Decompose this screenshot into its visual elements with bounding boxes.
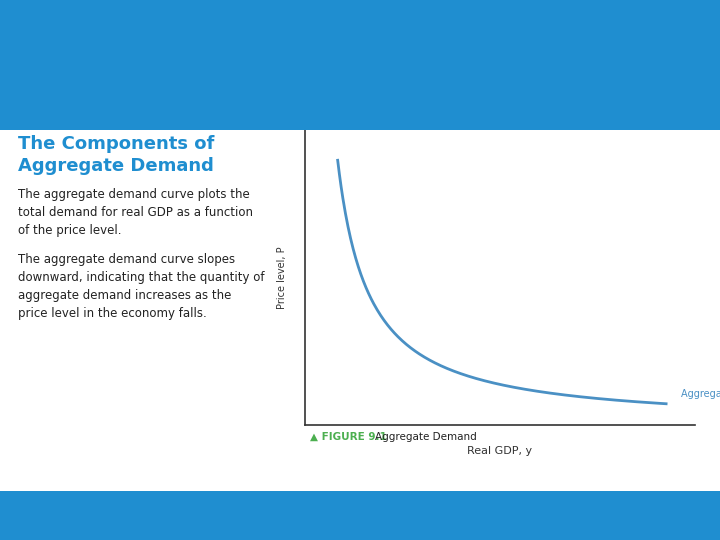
- Text: The aggregate demand curve plots the
total demand for real GDP as a function
of : The aggregate demand curve plots the tot…: [18, 188, 253, 237]
- Text: (2 of 10): (2 of 10): [136, 63, 213, 81]
- Text: PEARSON: PEARSON: [606, 495, 702, 513]
- Text: Aggregate Demand: Aggregate Demand: [18, 157, 214, 175]
- Text: Copyright © 2017, 2015, 2012 Pearson Education, Inc. All Rights Reserved: Copyright © 2017, 2015, 2012 Pearson Edu…: [18, 499, 384, 509]
- Text: Price level, P: Price level, P: [276, 246, 287, 309]
- Text: Aggregate Demand: Aggregate Demand: [375, 432, 477, 442]
- Text: DEMAND: DEMAND: [18, 63, 148, 89]
- Text: 9.2 UNDERSTANDING AGGREGATE: 9.2 UNDERSTANDING AGGREGATE: [18, 35, 518, 61]
- Text: Real GDP, y: Real GDP, y: [467, 446, 533, 456]
- Text: The Components of: The Components of: [18, 135, 215, 153]
- Text: Aggregate demand, AD: Aggregate demand, AD: [680, 389, 720, 399]
- Text: ▲ FIGURE 9.1: ▲ FIGURE 9.1: [310, 432, 387, 442]
- Text: The aggregate demand curve slopes
downward, indicating that the quantity of
aggr: The aggregate demand curve slopes downwa…: [18, 253, 264, 320]
